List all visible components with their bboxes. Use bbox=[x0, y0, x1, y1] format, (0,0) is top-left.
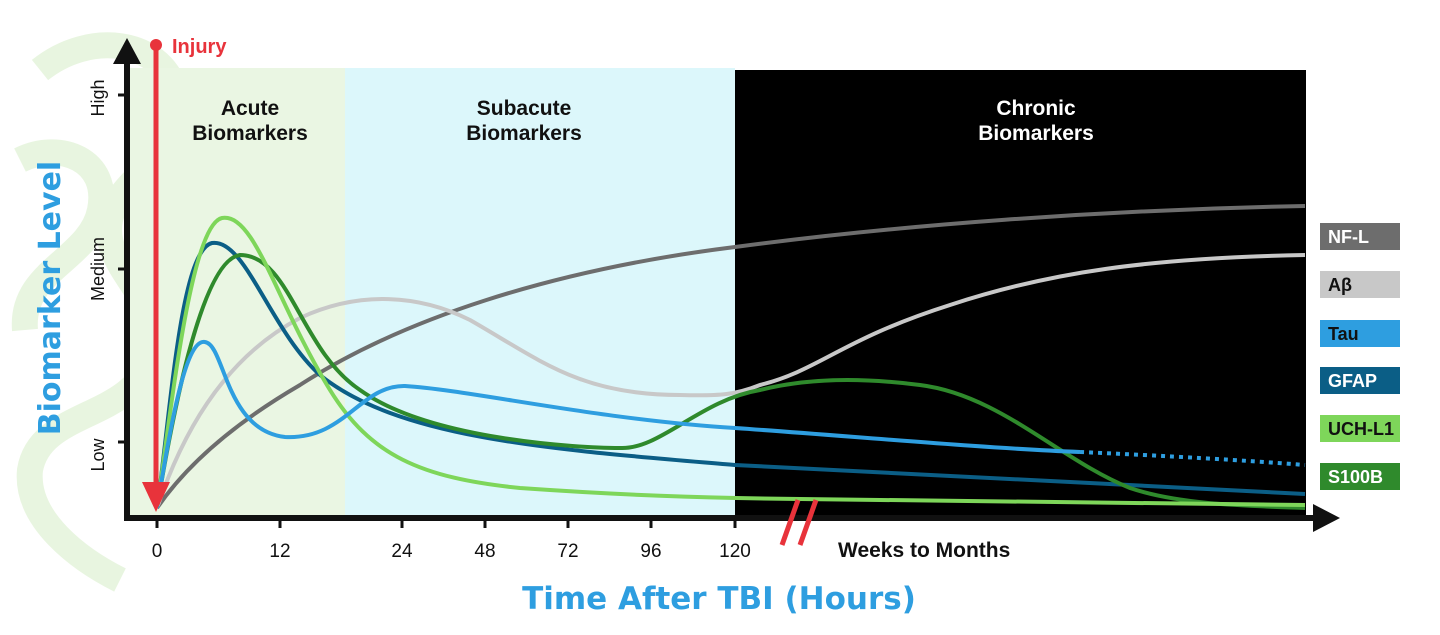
legend-item-uch-l1: UCH-L1 bbox=[1320, 415, 1400, 442]
legend-swatch-uch-l1 bbox=[1320, 415, 1400, 442]
acute-phase-label-2: Biomarkers bbox=[192, 122, 308, 145]
subacute-phase-label-2: Biomarkers bbox=[466, 122, 582, 145]
series-line-s100b bbox=[155, 252, 1306, 510]
axes bbox=[113, 38, 1340, 532]
series-line-uch-l1 bbox=[155, 215, 1306, 509]
y-tick-label-medium: Medium bbox=[88, 237, 108, 301]
x-break-label: Weeks to Months bbox=[838, 539, 1010, 562]
legend-swatch-a-beta bbox=[1320, 271, 1400, 298]
chronic-phase-background bbox=[735, 70, 1306, 518]
legend-label-s100b: S100B bbox=[1328, 467, 1383, 487]
x-tick-label-120: 120 bbox=[719, 541, 751, 562]
axis-break-icon bbox=[779, 499, 819, 546]
injury-arrow: Injury bbox=[142, 36, 227, 512]
legend-label-gfap: GFAP bbox=[1328, 371, 1377, 391]
acute-phase-label: Acute bbox=[221, 97, 279, 120]
x-axis-arrowhead bbox=[1313, 504, 1340, 532]
legend-label-a-beta: Aβ bbox=[1328, 275, 1352, 295]
series-line-tau-projection bbox=[1079, 450, 1306, 467]
x-tick-label-0: 0 bbox=[152, 541, 163, 562]
injury-arrowhead-icon bbox=[142, 482, 170, 512]
x-tick-label-72: 72 bbox=[557, 541, 578, 562]
legend-item-s100b: S100B bbox=[1320, 463, 1400, 490]
legend-item-tau: Tau bbox=[1320, 320, 1400, 347]
legend-label-nf-l: NF-L bbox=[1328, 227, 1369, 247]
subacute-phase-label: Subacute bbox=[477, 97, 572, 120]
injury-arrow-start-icon bbox=[150, 39, 162, 51]
y-axis-arrowhead bbox=[113, 38, 141, 64]
legend-swatch-nf-l bbox=[1320, 223, 1400, 250]
legend: NF-L Aβ Tau GFAP UCH-L1 S100B bbox=[1320, 223, 1400, 490]
series-line-a-beta bbox=[155, 253, 1306, 509]
series-line-nf-l bbox=[155, 204, 1306, 510]
legend-label-uch-l1: UCH-L1 bbox=[1328, 419, 1394, 439]
legend-swatch-gfap bbox=[1320, 367, 1400, 394]
legend-item-nf-l: NF-L bbox=[1320, 223, 1400, 250]
x-axis-title: Time After TBI (Hours) bbox=[522, 581, 916, 617]
y-axis-title: Biomarker Level bbox=[33, 161, 68, 435]
series-line-gfap bbox=[155, 240, 1306, 509]
x-tick-label-12: 12 bbox=[269, 541, 290, 562]
chronic-phase-label: Chronic bbox=[996, 97, 1076, 120]
legend-label-tau: Tau bbox=[1328, 324, 1359, 344]
y-tick-label-low: Low bbox=[88, 437, 108, 471]
x-tick-label-96: 96 bbox=[640, 541, 661, 562]
series-line-tau bbox=[155, 340, 1081, 509]
y-tick-label-high: High bbox=[88, 79, 108, 116]
legend-swatch-s100b bbox=[1320, 463, 1400, 490]
legend-item-a-beta: Aβ bbox=[1320, 271, 1400, 298]
x-tick-label-24: 24 bbox=[391, 541, 413, 562]
injury-label: Injury bbox=[172, 36, 227, 58]
x-tick-label-48: 48 bbox=[474, 541, 495, 562]
legend-item-gfap: GFAP bbox=[1320, 367, 1400, 394]
chronic-phase-label-2: Biomarkers bbox=[978, 122, 1094, 145]
legend-swatch-tau bbox=[1320, 320, 1400, 347]
